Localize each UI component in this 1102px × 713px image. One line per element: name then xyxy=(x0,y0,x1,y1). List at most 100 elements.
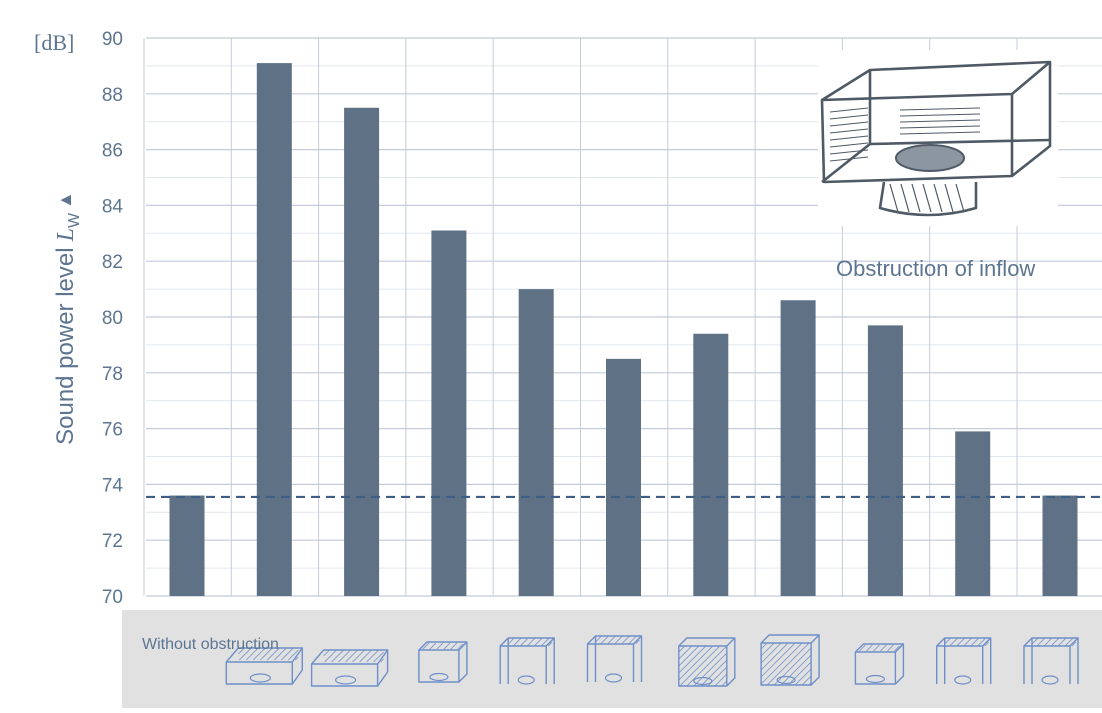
sketch-hatch xyxy=(766,642,810,686)
inset-fan-hatch xyxy=(911,183,921,213)
inset-wall-hatch xyxy=(829,149,869,155)
sketch-hatch xyxy=(323,649,330,657)
sketch-hatch xyxy=(760,642,782,664)
inset-wall-hatch xyxy=(899,119,981,123)
sketch-hatch xyxy=(345,649,358,663)
cube-sketch-icon xyxy=(854,643,905,685)
inset-wall-hatch xyxy=(829,135,869,141)
sketch-hatch xyxy=(956,637,966,647)
bar xyxy=(693,333,729,596)
sketch-hatch xyxy=(760,642,775,657)
sketch-hatch xyxy=(1036,637,1046,647)
sketch-hatch xyxy=(760,642,803,685)
sketch-hatch xyxy=(714,673,728,687)
sketch-opening xyxy=(693,676,713,686)
sketch-hatch xyxy=(287,649,299,661)
sketch-hatch xyxy=(366,649,379,663)
inset-fan-hatch xyxy=(933,183,943,213)
bar xyxy=(1042,495,1078,596)
obstruction-icons-band xyxy=(122,610,1102,708)
y-tick-label: 90 xyxy=(102,29,123,50)
sketch-hatch xyxy=(422,642,430,650)
sketch-hatch xyxy=(380,658,384,663)
sketch-stroke xyxy=(810,635,820,686)
y-axis-label-text: Sound power level xyxy=(52,247,79,445)
sketch-hatch xyxy=(373,651,384,663)
bar xyxy=(431,230,467,596)
sketch-opening xyxy=(865,674,886,684)
sketch-hatch xyxy=(607,635,616,645)
inset-fan-housing xyxy=(878,181,978,217)
box-sketch-icon xyxy=(310,649,389,687)
sketch-hatch xyxy=(436,642,444,650)
y-tick-label: 80 xyxy=(102,308,123,329)
sketch-opening xyxy=(604,673,623,683)
sketch-stroke xyxy=(854,652,897,685)
y-axis-symbol-subscript: W xyxy=(66,212,83,229)
sketch-hatch xyxy=(595,635,602,643)
sketch-stroke xyxy=(458,642,468,683)
sketch-hatch xyxy=(760,642,768,650)
sketch-hatch xyxy=(1064,637,1074,647)
table-sketch-icon xyxy=(499,637,555,685)
table-sketch-icon xyxy=(586,635,643,683)
box-sketch-icon xyxy=(225,647,303,685)
sketch-hatch xyxy=(628,635,637,645)
sketch-hatch xyxy=(873,644,880,652)
sketch-hatch xyxy=(352,649,365,663)
sketch-hatch xyxy=(1071,641,1077,647)
sketch-stroke xyxy=(225,662,293,685)
sketch-hatch xyxy=(331,649,344,663)
sketch-hatch xyxy=(338,649,351,663)
sketch-opening xyxy=(335,675,357,685)
sketch-opening xyxy=(1041,675,1059,685)
sketch-hatch xyxy=(512,637,522,647)
sketch-stroke xyxy=(894,644,905,685)
bar xyxy=(256,63,292,597)
sketch-opening xyxy=(776,675,796,685)
sketch-hatch xyxy=(507,637,515,645)
sketch-stroke xyxy=(291,648,303,685)
inset-box-front xyxy=(820,94,1014,184)
inset-wall-hatch xyxy=(899,107,981,111)
sketch-stroke xyxy=(678,637,736,647)
sketch-hatch xyxy=(1031,637,1039,645)
sketch-hatch xyxy=(273,647,287,661)
sketch-hatch xyxy=(533,637,543,647)
sketch-hatch xyxy=(984,641,990,647)
bars xyxy=(169,63,1078,597)
sketch-hatch xyxy=(266,647,280,661)
y-tick-label: 70 xyxy=(102,587,123,608)
sketch-hatch xyxy=(678,645,714,681)
y-axis-symbol: L xyxy=(53,228,79,242)
sketch-hatch xyxy=(324,649,337,663)
sketch-hatch xyxy=(963,637,973,647)
inset-fan-hatch xyxy=(889,183,899,213)
cube-sketch-icon xyxy=(760,634,820,686)
sketch-hatch xyxy=(880,644,887,652)
bar xyxy=(169,495,205,596)
sketch-hatch xyxy=(686,645,728,687)
sketch-hatch xyxy=(245,647,259,661)
sketch-hatch xyxy=(621,635,630,645)
y-tick-label: 88 xyxy=(102,85,123,106)
y-tick-label: 78 xyxy=(102,364,123,385)
sketch-hatch xyxy=(1043,637,1053,647)
sketch-hatch xyxy=(760,642,789,671)
sketch-hatch xyxy=(679,645,721,687)
y-axis-label: Sound power level LW ▲ xyxy=(52,191,83,445)
y-tick-label: 82 xyxy=(102,252,123,273)
table-sketch-icon xyxy=(936,637,992,685)
bar xyxy=(518,289,554,596)
sketch-hatch xyxy=(894,645,900,652)
bar xyxy=(955,431,991,596)
sketch-hatch xyxy=(614,635,623,645)
sketch-hatch xyxy=(294,656,299,661)
sketch-hatch xyxy=(280,647,294,661)
sketch-hatch xyxy=(977,637,987,647)
sketch-hatch xyxy=(794,668,812,686)
inset-wall-hatch xyxy=(829,128,869,134)
sketch-hatch xyxy=(1050,637,1060,647)
sketch-hatch xyxy=(944,637,952,645)
